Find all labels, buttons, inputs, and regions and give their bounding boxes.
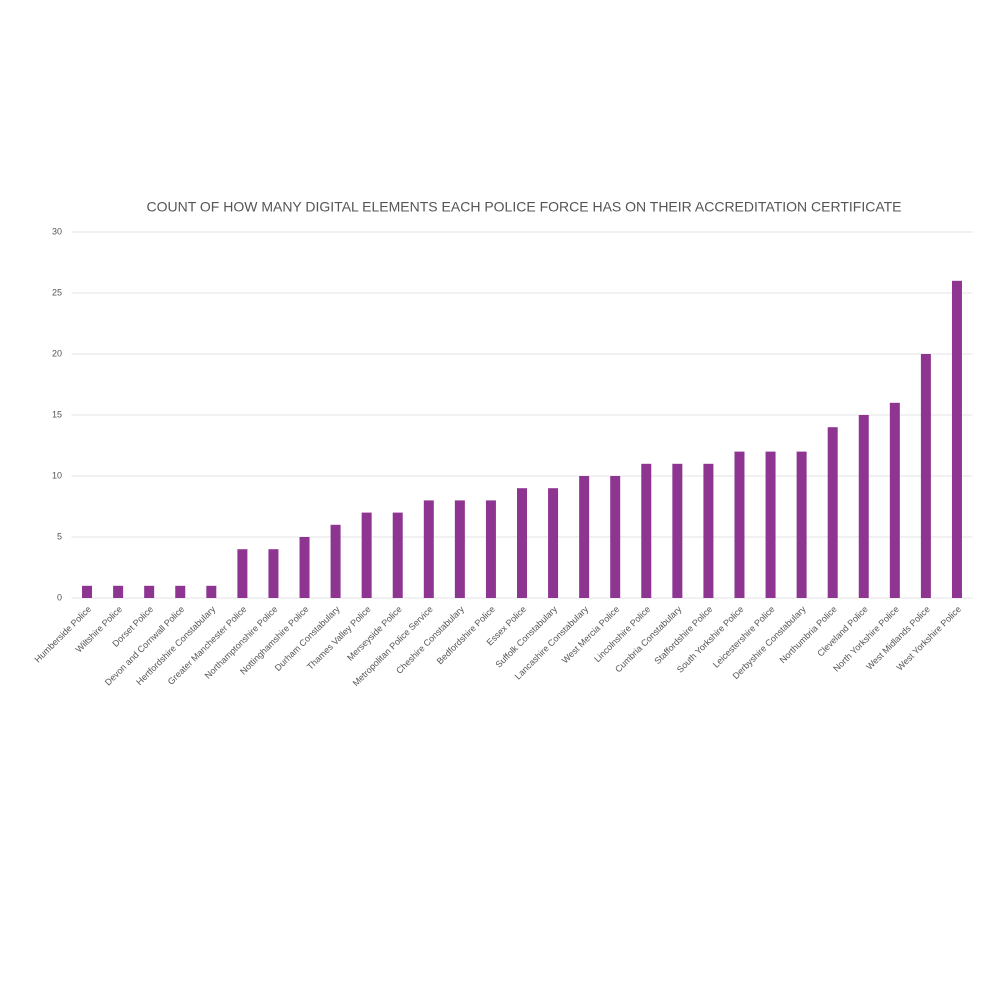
bar — [82, 585, 93, 598]
bar — [330, 524, 341, 598]
bar — [703, 463, 714, 598]
y-tick-label: 5 — [57, 531, 62, 541]
y-tick-label: 25 — [52, 287, 62, 297]
bar — [796, 451, 807, 598]
bar — [951, 280, 962, 598]
bar — [920, 354, 931, 598]
y-tick-label: 0 — [57, 592, 62, 602]
x-tick-label: Humberside Police — [33, 604, 93, 664]
bar — [175, 585, 186, 598]
bar — [889, 402, 900, 598]
y-tick-label: 15 — [52, 409, 62, 419]
bar — [641, 463, 652, 598]
x-tick-label: West Yorkshire Police — [895, 604, 964, 673]
y-tick-label: 20 — [52, 348, 62, 358]
bar — [827, 427, 838, 598]
bar — [268, 549, 279, 598]
bar — [517, 488, 527, 598]
chart-title: COUNT OF HOW MANY DIGITAL ELEMENTS EACH … — [146, 199, 901, 215]
x-tick-label: Bedfordshire Police — [435, 604, 497, 666]
bar — [144, 585, 155, 598]
bar — [858, 415, 869, 598]
bar — [579, 476, 590, 598]
bar — [361, 512, 372, 598]
bar — [672, 463, 683, 598]
bar — [734, 451, 745, 598]
x-tick-label: West Mercia Police — [560, 604, 621, 665]
x-tick-label: Staffordshire Police — [652, 604, 714, 666]
y-tick-label: 30 — [52, 226, 62, 236]
bar — [237, 549, 248, 598]
bar — [454, 500, 465, 598]
bar — [610, 476, 621, 598]
bar — [765, 451, 776, 598]
bar — [548, 488, 559, 598]
x-tick-label: Lincolnshire Police — [592, 604, 652, 664]
bar — [423, 500, 434, 598]
bar — [392, 512, 403, 598]
bar — [299, 537, 310, 598]
bar — [485, 500, 496, 598]
bar — [113, 585, 124, 598]
x-tick-label: Northumbria Police — [778, 604, 839, 665]
x-tick-label: Merseyside Police — [345, 604, 404, 663]
bar — [206, 585, 217, 598]
y-tick-label: 10 — [52, 470, 62, 480]
